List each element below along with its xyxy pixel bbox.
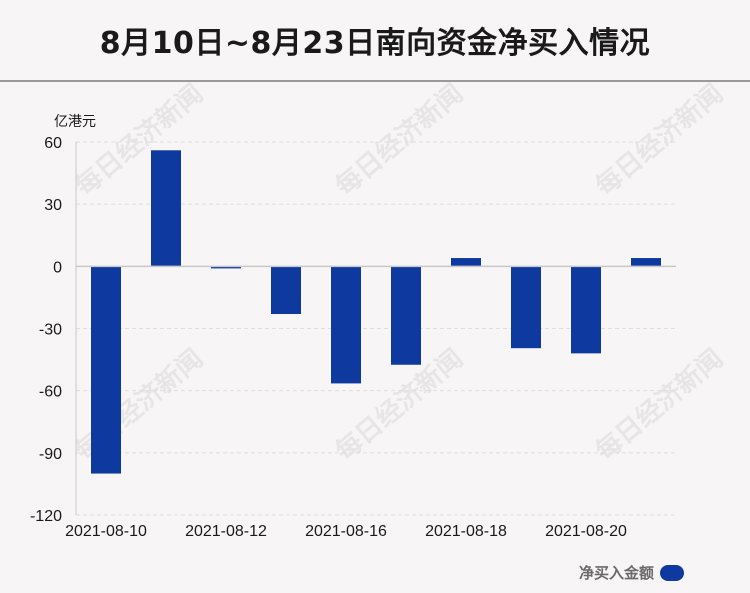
bar <box>511 266 541 349</box>
chart-title: 8月10日~8月23日南向资金净买入情况 <box>99 26 651 61</box>
y-tick-label: -60 <box>39 384 62 401</box>
y-tick-label: -30 <box>39 322 62 339</box>
title-divider <box>0 80 750 82</box>
x-tick-label: 2021-08-18 <box>425 523 507 540</box>
y-tick-label: -120 <box>30 508 62 525</box>
y-tick-label: 60 <box>44 135 62 152</box>
y-tick-label: 0 <box>53 259 62 276</box>
legend-swatch <box>660 564 684 581</box>
x-tick-label: 2021-08-12 <box>185 523 267 540</box>
bar <box>571 266 601 354</box>
legend: 净买入金额 <box>579 562 684 583</box>
bar <box>331 266 361 384</box>
x-tick-label: 2021-08-16 <box>305 523 387 540</box>
bar <box>91 266 121 474</box>
legend-label: 净买入金额 <box>578 564 654 582</box>
y-axis-label: 亿港元 <box>54 114 96 130</box>
x-tick-label: 2021-08-20 <box>545 523 627 540</box>
bar <box>391 266 421 365</box>
bar <box>271 266 301 314</box>
title-bar: 8月10日~8月23日南向资金净买入情况 <box>0 0 750 80</box>
bar <box>151 150 181 267</box>
y-tick-label: 30 <box>44 197 62 214</box>
bar <box>451 258 481 267</box>
y-tick-label: -90 <box>39 446 62 463</box>
bar <box>211 266 241 269</box>
bar <box>631 258 661 267</box>
x-tick-label: 2021-08-10 <box>65 523 147 540</box>
